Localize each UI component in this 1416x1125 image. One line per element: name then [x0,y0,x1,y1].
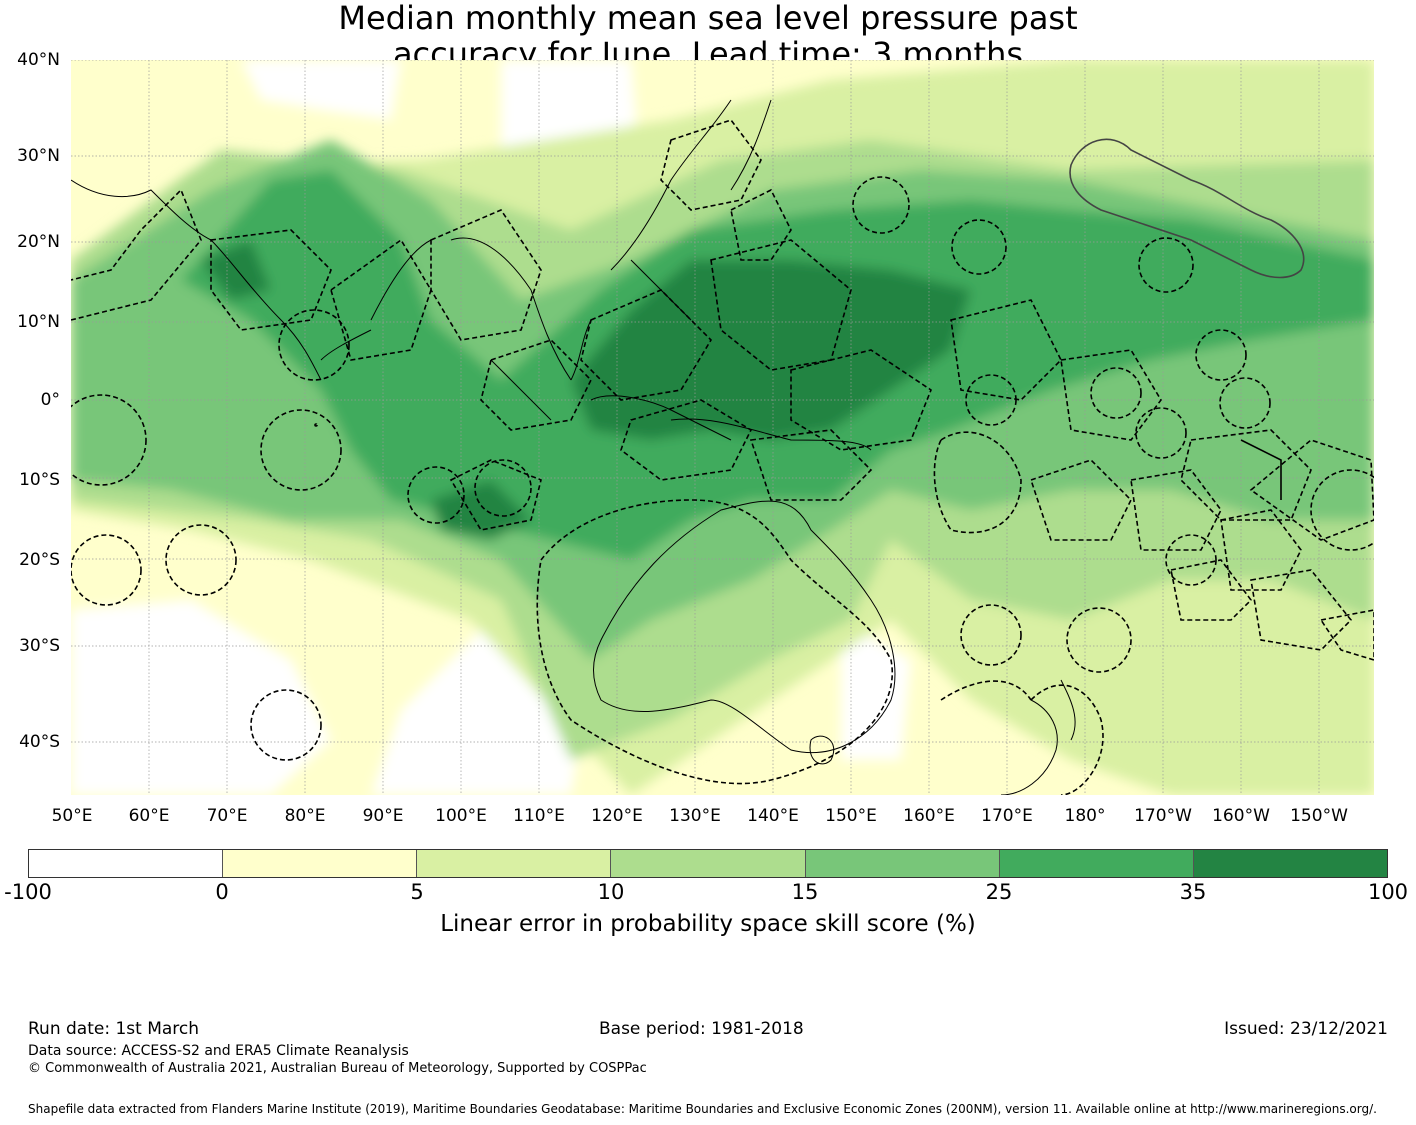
colorbar-segment-25-35 [999,850,1194,877]
lon-label-120e: 120°E [591,806,643,826]
lon-label-150w: 150°W [1290,806,1348,826]
lon-label-160w: 160°W [1212,806,1270,826]
lon-label-90e: 90°E [362,806,404,826]
lat-label-20s: 20°S [19,550,60,570]
colorbar-segment-35-100 [1193,850,1387,877]
lon-label-50e: 50°E [51,806,93,826]
colorbar-tick-neg100: -100 [4,880,52,904]
lat-label-0: 0° [40,390,60,410]
shapefile-credit: Shapefile data extracted from Flanders M… [28,1102,1377,1116]
copyright: © Commonwealth of Australia 2021, Austra… [28,1061,647,1076]
colorbar-tick-35: 35 [1179,880,1207,904]
colorbar-tick-5: 5 [410,880,424,904]
lon-label-100e: 100°E [435,806,487,826]
colorbar-tick-25: 25 [985,880,1013,904]
colorbar-label: Linear error in probability space skill … [440,911,976,937]
colorbar-segment-0-5 [223,850,418,877]
data-source: Data source: ACCESS-S2 and ERA5 Climate … [28,1043,409,1059]
colorbar-segment-10-15 [611,850,806,877]
lon-label-180: 180° [1064,806,1106,826]
run-date: Run date: 1st March [28,1019,200,1039]
lon-label-110e: 110°E [513,806,565,826]
lon-label-160e: 160°E [903,806,955,826]
lat-label-30n: 30°N [17,146,60,166]
lon-label-170e: 170°E [981,806,1033,826]
lat-label-10s: 10°S [19,470,60,490]
title-line-1: Median monthly mean sea level pressure p… [338,0,1078,37]
map-title: Median monthly mean sea level pressure p… [0,0,1416,72]
colorbar-segment-5-10 [417,850,612,877]
colorbar-tick-0: 0 [215,880,229,904]
lon-label-140e: 140°E [747,806,799,826]
lon-label-130e: 130°E [669,806,721,826]
colorbar-segment-neg100-0 [29,850,224,877]
colorbar-segment-15-25 [805,850,1000,877]
base-period: Base period: 1981-2018 [599,1019,804,1039]
lat-label-40s: 40°S [19,732,60,752]
lat-label-20n: 20°N [17,232,60,252]
lon-label-170w: 170°W [1134,806,1192,826]
lat-label-40n: 40°N [17,50,60,70]
colorbar-tick-100: 100 [1367,880,1409,904]
lon-label-150e: 150°E [825,806,877,826]
lon-label-70e: 70°E [206,806,248,826]
lat-label-30s: 30°S [19,636,60,656]
lat-label-10n: 10°N [17,312,60,332]
colorbar [28,849,1388,878]
lon-label-60e: 60°E [128,806,170,826]
skill-score-map [71,60,1374,795]
colorbar-tick-15: 15 [791,880,819,904]
issued-date: Issued: 23/12/2021 [1224,1019,1388,1039]
colorbar-tick-10: 10 [597,880,625,904]
lon-label-80e: 80°E [284,806,326,826]
